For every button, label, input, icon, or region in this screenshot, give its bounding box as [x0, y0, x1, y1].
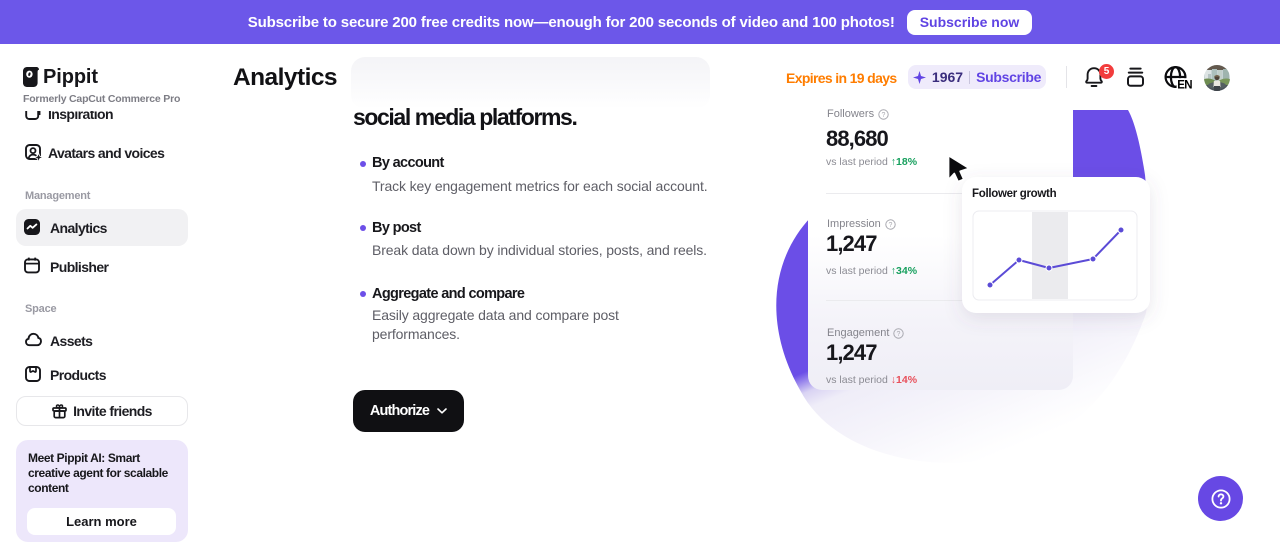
svg-text:?: ?	[882, 112, 886, 119]
svg-text:EN: EN	[1177, 80, 1192, 91]
svg-text:?: ?	[897, 331, 901, 338]
svg-text:?: ?	[888, 222, 892, 229]
